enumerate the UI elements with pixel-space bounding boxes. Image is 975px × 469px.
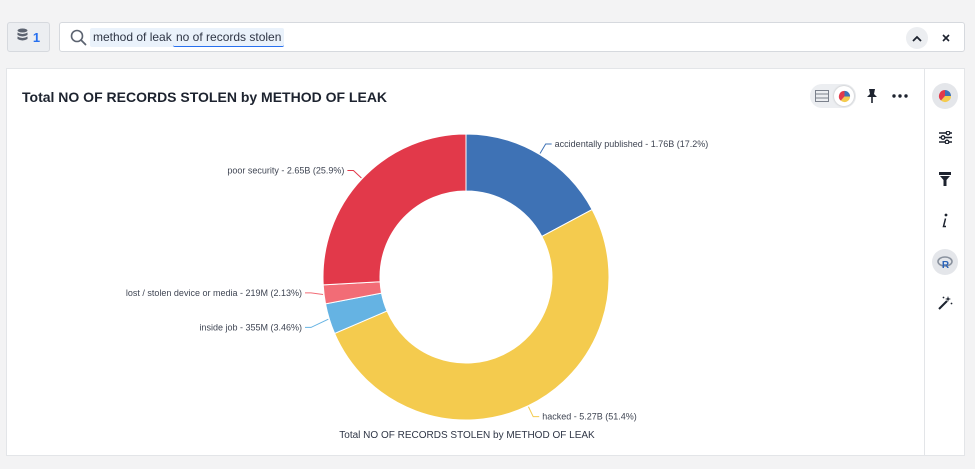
settings-icon[interactable] (932, 124, 958, 150)
magic-wand-icon[interactable] (932, 290, 958, 316)
r-analysis-icon[interactable]: R (932, 249, 958, 275)
pin-icon[interactable] (860, 84, 884, 108)
search-token-no-of-records-stolen[interactable]: no of records stolen (173, 28, 285, 47)
search-bar[interactable]: method of leak no of records stolen (59, 22, 965, 52)
slice-poor-security[interactable] (322, 133, 467, 286)
pie-chart-icon[interactable] (834, 86, 854, 106)
leader-line (305, 292, 324, 296)
info-icon[interactable] (932, 207, 958, 233)
chart-card: Total NO OF RECORDS STOLEN by METHOD OF … (6, 68, 965, 456)
slice-label: lost / stolen device or media - 219M (2.… (126, 288, 302, 298)
table-icon[interactable] (812, 86, 832, 106)
donut-chart: accidentally published - 1.76B (17.2%) ha… (126, 133, 709, 441)
filter-icon[interactable] (932, 166, 958, 192)
slice-label: inside job - 355M (3.46%) (199, 322, 302, 332)
database-icon (17, 28, 28, 47)
slice-label: poor security - 2.65B (25.9%) (227, 165, 344, 175)
datasource-button[interactable]: 1 (7, 22, 50, 52)
leader-line (347, 169, 362, 179)
view-toggle[interactable] (810, 84, 856, 108)
svg-text:R: R (942, 260, 950, 269)
close-icon[interactable] (935, 27, 957, 49)
chart-type-icon[interactable] (932, 83, 958, 109)
leader-line (527, 406, 540, 418)
slice-label: accidentally published - 1.76B (17.2%) (555, 139, 709, 149)
chart-axis-title: Total NO OF RECORDS STOLEN by METHOD OF … (339, 430, 595, 441)
datasource-count: 1 (32, 29, 41, 45)
right-rail: R (924, 69, 965, 455)
leader-line (305, 318, 329, 328)
more-icon[interactable] (888, 84, 912, 108)
leader-line (539, 143, 552, 154)
chevron-up-icon[interactable] (906, 27, 928, 49)
search-icon (70, 29, 87, 51)
chart-title: Total NO OF RECORDS STOLEN by METHOD OF … (22, 89, 388, 105)
search-token-method-of-leak[interactable]: method of leak (90, 28, 175, 47)
slice-label: hacked - 5.27B (51.4%) (542, 412, 637, 422)
slice-hacked[interactable] (333, 208, 610, 421)
